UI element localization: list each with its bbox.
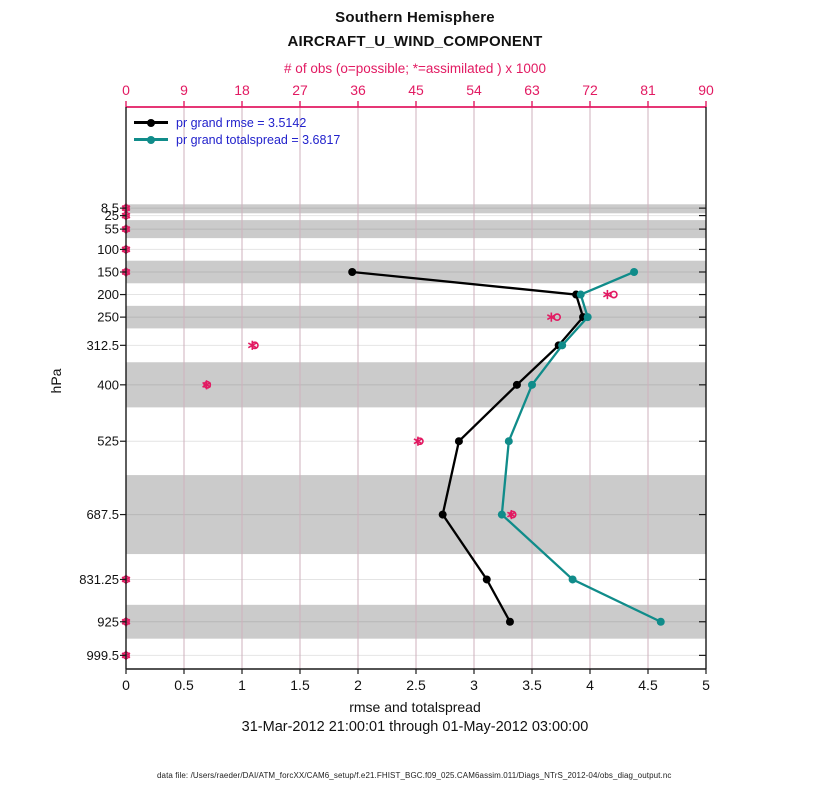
- assimilated-marker: [413, 436, 423, 446]
- plot-title: Southern Hemisphere: [335, 9, 495, 26]
- top-tick-label: 81: [640, 82, 656, 98]
- rmse-point: [348, 267, 357, 276]
- totalspread-point: [583, 313, 592, 322]
- bottom-tick-label: 4: [586, 677, 594, 693]
- totalspread-legend-marker: [147, 135, 155, 144]
- totalspread-point: [656, 617, 665, 626]
- left-tick-label: 100: [97, 242, 119, 257]
- bottom-tick-label: 5: [702, 677, 710, 693]
- left-tick-label: 150: [97, 264, 119, 279]
- totalspread-point: [528, 380, 536, 389]
- top-tick-label: 72: [582, 82, 598, 98]
- top-axis-label: # of obs (o=possible; *=assimilated ) x …: [284, 61, 546, 76]
- assimilated-marker: [546, 312, 556, 322]
- bottom-tick-label: 3.5: [522, 677, 542, 693]
- left-tick-label: 55: [105, 222, 119, 237]
- bottom-tick-label: 1.5: [290, 677, 310, 693]
- totalspread-legend-line: [134, 135, 168, 144]
- legend-entry-rmse: pr grand rmse = 3.5142: [134, 114, 340, 131]
- rmse-point: [505, 617, 514, 626]
- left-tick-label: 200: [97, 287, 119, 302]
- x-axis-label: rmse and totalspread: [349, 699, 481, 715]
- data-file-footer: data file: /Users/raeder/DAI/ATM_forcXX/…: [157, 771, 672, 780]
- totalspread-point: [504, 437, 513, 446]
- bottom-tick-label: 0.5: [174, 677, 194, 693]
- rmse-point: [438, 510, 447, 519]
- date-range-caption: 31-Mar-2012 21:00:01 through 01-May-2012…: [241, 719, 589, 735]
- rmse-legend-line: [134, 118, 168, 127]
- left-tick-label: 925: [97, 614, 119, 629]
- legend-entry-totalspread: pr grand totalspread = 3.6817: [134, 131, 340, 148]
- bottom-tick-label: 4.5: [638, 677, 658, 693]
- left-tick-label: 400: [97, 377, 119, 392]
- top-tick-label: 18: [234, 82, 250, 98]
- totalspread-point: [630, 267, 639, 276]
- rmse-legend-marker: [147, 118, 155, 127]
- assimilated-marker: [602, 289, 612, 300]
- totalspread-point: [558, 341, 567, 350]
- top-tick-label: 54: [466, 82, 482, 98]
- left-tick-label: 25: [105, 208, 119, 223]
- left-tick-label: 687.5: [86, 507, 119, 522]
- rmse-point: [512, 380, 521, 389]
- possible-marker: [609, 290, 618, 299]
- top-tick-label: 90: [698, 82, 714, 98]
- top-tick-label: 9: [180, 82, 188, 98]
- left-tick-label: 831.25: [79, 572, 119, 587]
- possible-marker: [553, 313, 562, 322]
- bottom-tick-label: 2.5: [406, 677, 426, 693]
- bottom-tick-label: 2: [354, 677, 362, 693]
- top-tick-label: 63: [524, 82, 540, 98]
- left-tick-label: 999.5: [86, 648, 119, 663]
- left-tick-label: 525: [97, 434, 119, 449]
- plot-subtitle: AIRCRAFT_U_WIND_COMPONENT: [287, 33, 543, 50]
- assimilated-marker: [506, 509, 516, 520]
- top-tick-label: 36: [350, 82, 366, 98]
- totalspread-point: [497, 510, 506, 519]
- legend-label: pr grand totalspread = 3.6817: [176, 132, 341, 147]
- bottom-tick-label: 1: [238, 677, 246, 693]
- rmse-point: [482, 575, 491, 584]
- assimilated-marker: [247, 340, 257, 350]
- assimilated-marker: [202, 380, 211, 390]
- top-tick-label: 0: [122, 82, 130, 98]
- bottom-tick-label: 3: [470, 677, 478, 693]
- left-tick-label: 8.5: [101, 201, 119, 216]
- legend: pr grand rmse = 3.5142 pr grand totalspre…: [134, 114, 340, 148]
- left-tick-label: 250: [97, 310, 119, 325]
- rmse-point: [454, 437, 463, 446]
- bottom-tick-label: 0: [122, 677, 130, 693]
- totalspread-point: [576, 290, 585, 299]
- left-tick-label: 312.5: [86, 338, 119, 353]
- possible-marker: [508, 510, 517, 519]
- top-tick-label: 45: [408, 82, 424, 98]
- totalspread-point: [568, 575, 577, 584]
- legend-label: pr grand rmse = 3.5142: [176, 115, 307, 130]
- top-tick-label: 27: [292, 82, 308, 98]
